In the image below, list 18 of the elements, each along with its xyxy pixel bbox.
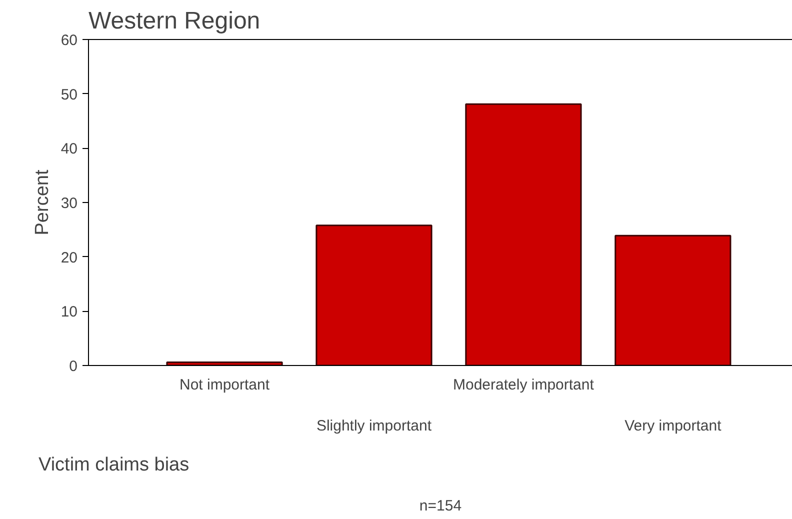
chart-title: Western Region [88,8,260,34]
text: n=154 [419,498,462,514]
x-tick-label: Slightly important [316,417,432,434]
y-tick-label: 60 [60,32,78,49]
y-tick-label: 20 [60,249,78,266]
y-tick-label: 30 [60,195,78,212]
y-axis-title: Percent [32,169,53,236]
x-axis-title: Victim claims bias [38,454,190,476]
bar [465,103,582,366]
y-tick-label: 40 [60,140,78,158]
y-tick-label: 50 [60,86,78,104]
x-tick-label: Not important [180,376,270,394]
bar [614,234,732,366]
y-tick-label: 0 [69,358,78,375]
x-tick-label: Very important [624,417,722,434]
y-tick-label: 10 [60,304,78,321]
bar [316,224,432,366]
x-tick-label: Moderately important [453,376,595,394]
